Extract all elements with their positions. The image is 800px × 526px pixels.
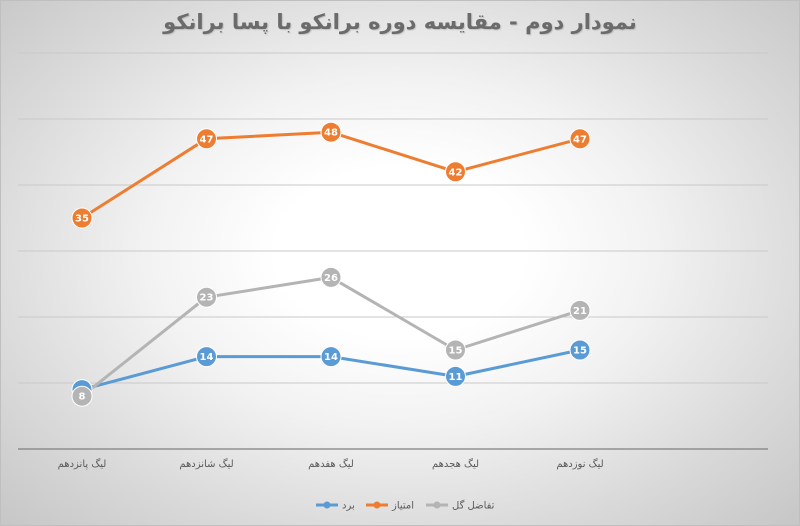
x-tick-label: لیگ شانزدهم bbox=[179, 458, 233, 470]
data-label: 8 bbox=[79, 392, 86, 403]
data-point bbox=[569, 339, 591, 361]
data-label: 47 bbox=[573, 134, 587, 145]
data-point bbox=[196, 346, 217, 368]
data-label: 47 bbox=[200, 134, 214, 145]
data-point bbox=[196, 128, 217, 150]
data-point bbox=[320, 346, 342, 368]
data-label: 35 bbox=[75, 214, 89, 225]
data-point bbox=[320, 266, 342, 288]
data-label: 14 bbox=[324, 352, 338, 363]
data-point bbox=[320, 121, 342, 143]
data-point bbox=[569, 128, 591, 150]
x-tick-label: لیگ نوزدهم bbox=[556, 458, 603, 470]
data-label: 21 bbox=[573, 306, 587, 317]
data-point bbox=[196, 286, 217, 308]
data-label: 15 bbox=[449, 346, 463, 357]
x-tick-label: لیگ پانزدهم bbox=[58, 458, 107, 470]
data-point bbox=[445, 365, 466, 387]
legend-marker bbox=[323, 501, 331, 509]
data-point bbox=[445, 161, 466, 183]
chart-title: نمودار دوم - مقایسه دوره برانکو با پسا ب… bbox=[163, 10, 637, 34]
data-point bbox=[71, 207, 93, 229]
data-label: 15 bbox=[573, 346, 587, 357]
x-tick-label: لیگ هجدهم bbox=[432, 458, 479, 470]
data-label: 14 bbox=[200, 352, 214, 363]
legend-marker bbox=[433, 501, 441, 509]
data-point bbox=[71, 385, 93, 407]
data-label: 11 bbox=[449, 372, 463, 383]
data-label: 48 bbox=[324, 128, 338, 139]
series-line bbox=[80, 275, 582, 398]
series-line bbox=[80, 130, 582, 220]
legend-label: برد bbox=[342, 501, 355, 512]
data-label: 23 bbox=[200, 293, 214, 304]
data-point bbox=[445, 339, 466, 361]
x-tick-label: لیگ هفدهم bbox=[308, 458, 354, 470]
legend-marker bbox=[373, 501, 381, 509]
data-label: 42 bbox=[449, 167, 463, 178]
legend-label: امتیاز bbox=[391, 501, 414, 512]
data-label: 26 bbox=[324, 273, 338, 284]
legend-label: تفاضل گل bbox=[452, 500, 495, 512]
data-point bbox=[569, 299, 591, 321]
